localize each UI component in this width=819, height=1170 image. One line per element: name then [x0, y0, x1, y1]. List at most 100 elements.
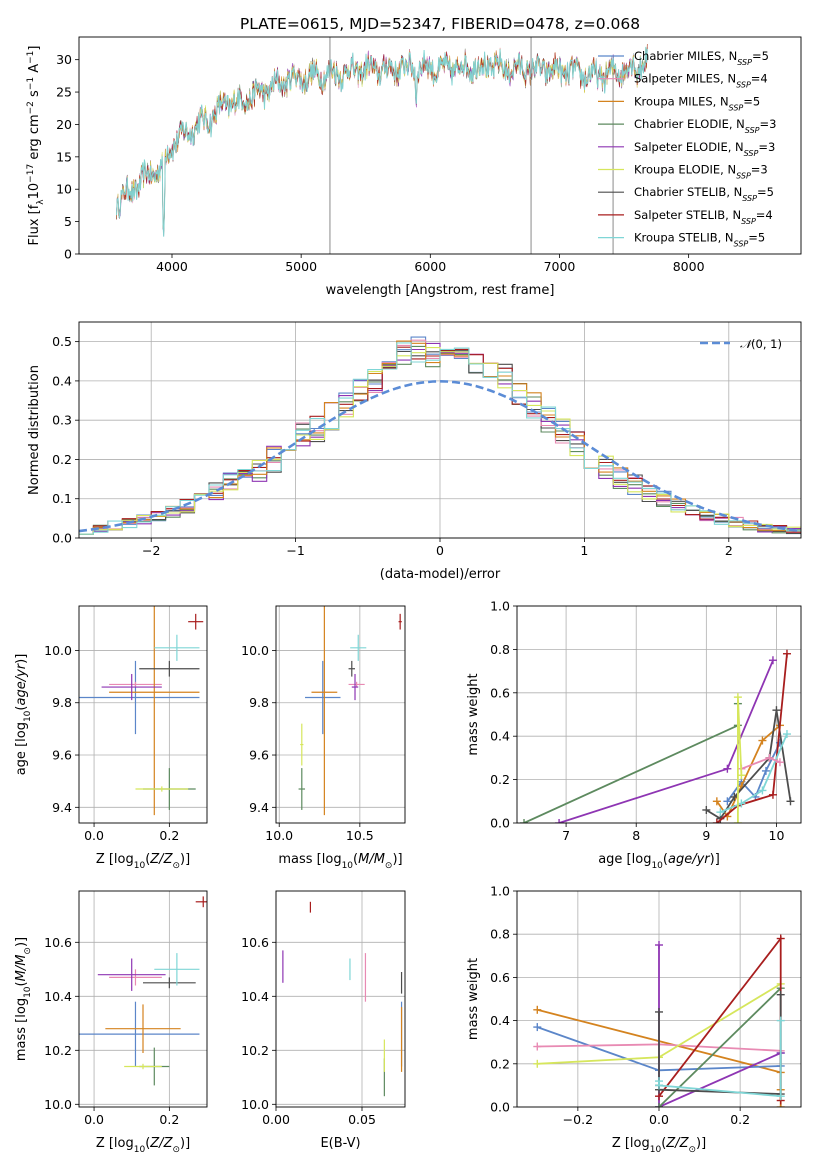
- residual-histograms: [79, 336, 801, 535]
- y-tick-label: 9.8: [52, 695, 72, 710]
- weight-line-chabrier_elodie: [658, 987, 782, 1107]
- y-axis-label: mass weight: [466, 673, 481, 755]
- y-axis-label: Normed distribution: [27, 365, 42, 495]
- y-tick-label: 0.8: [490, 927, 510, 942]
- axes-frame: [78, 605, 208, 824]
- panel-mass-weight-vs-Z: −0.2 0.0 0.2 0.0 0.2 0.4 0.6 0.8 1.0 Z [log10(Z/Z…: [466, 884, 802, 1155]
- x-axis-label: age [log10(age/yr)]: [598, 852, 720, 871]
- panel-mass-vs-Z: 0.0 0.2 10.0 10.2 10.4 10.6 Z [log10(Z/Z⊙)] mas…: [14, 890, 208, 1155]
- y-tick-label: 9.4: [52, 800, 72, 815]
- x-tick-label: 0.0: [649, 1112, 669, 1127]
- x-axis-label: Z [log10(Z/Z⊙)]: [612, 1136, 706, 1155]
- y-axis-label: mass weight: [466, 958, 481, 1040]
- x-tick-label: 8: [632, 828, 640, 843]
- y-axis-label: mass [log10(M/M⊙)]: [14, 937, 33, 1061]
- weight-line-salpeter_elodie: [658, 945, 782, 1107]
- legend-label: Salpeter ELODIE, NSSP=3: [634, 140, 775, 158]
- gaussian-curve: [79, 379, 801, 533]
- y-tick-label: 0.0: [52, 531, 72, 546]
- weight-line-salpeter_stelib: [658, 935, 782, 1101]
- panel-residuals: −2 −1 0 1 2 0.0 0.1 0.2 0.3 0.4 0.5 (data-model)/er…: [27, 321, 802, 582]
- axes-frame: [78, 36, 802, 255]
- x-tick-label: 0.0: [84, 828, 104, 843]
- y-tick-label: 0.0: [490, 816, 510, 831]
- legend-label: Salpeter MILES, NSSP=4: [634, 72, 768, 90]
- x-tick-label: 0.05: [348, 1112, 376, 1127]
- legend-label: Salpeter STELIB, NSSP=4: [634, 208, 773, 226]
- weight-line-kroupa_stelib: [658, 1020, 782, 1098]
- axes-frame: [275, 890, 406, 1108]
- weight-lines: [533, 934, 785, 1107]
- legend-label: Chabrier STELIB, NSSP=5: [634, 185, 774, 203]
- y-tick-label: 15: [56, 149, 72, 164]
- y-tick-label: 9.6: [249, 748, 269, 763]
- x-tick-label: 0.2: [159, 828, 179, 843]
- y-tick-label: 1.0: [490, 884, 510, 899]
- y-axis-label: Flux [fλ10−17 erg cm−2 s−1 A−1]: [26, 46, 46, 246]
- x-axis-label: Z [log10(Z/Z⊙)]: [96, 1136, 190, 1155]
- y-tick-label: 1.0: [490, 599, 510, 614]
- weight-line-chabrier_stelib: [705, 710, 792, 820]
- x-tick-label: 10.5: [346, 828, 374, 843]
- y-tick-label: 0.2: [490, 1056, 510, 1071]
- y-axis-label: age [log10(age/yr)]: [14, 654, 33, 776]
- errorbar-points: [79, 606, 204, 816]
- weight-line-salpeter_stelib: [716, 653, 788, 823]
- x-tick-label: 0: [436, 543, 444, 558]
- y-tick-label: 10.4: [241, 989, 269, 1004]
- x-tick-label: 10: [769, 828, 785, 843]
- y-tick-label: 9.6: [52, 748, 72, 763]
- x-axis-label: Z [log10(Z/Z⊙)]: [96, 852, 190, 871]
- weight-line-kroupa_stelib: [720, 733, 788, 813]
- panel-age-vs-Z: 0.0 0.2 9.4 9.6 9.8 10.0 Z [log10(Z/Z⊙)] age [l…: [14, 605, 208, 871]
- y-tick-label: 0.5: [52, 334, 72, 349]
- weight-lines: [520, 649, 795, 823]
- y-tick-label: 10.6: [241, 935, 269, 950]
- x-tick-label: 4000: [156, 259, 188, 274]
- legend-label: Kroupa ELODIE, NSSP=3: [634, 163, 768, 181]
- spectrum-lines: [116, 37, 648, 254]
- y-tick-label: 10.2: [44, 1043, 72, 1058]
- y-tick-label: 5: [64, 214, 72, 229]
- x-tick-label: 0.00: [262, 1112, 290, 1127]
- panel-spectrum: 4000 5000 6000 7000 8000 0 5 10 15 20 25 30 waveleng…: [26, 36, 802, 298]
- x-tick-label: −0.2: [563, 1112, 593, 1127]
- y-tick-label: 9.8: [249, 695, 269, 710]
- axes-frame: [78, 890, 208, 1108]
- legend-label: 𝒩(0, 1): [740, 337, 782, 351]
- y-tick-label: 10.0: [44, 1097, 72, 1112]
- y-tick-label: 0.2: [52, 452, 72, 467]
- y-tick-label: 0.8: [490, 642, 510, 657]
- y-tick-label: 20: [56, 117, 72, 132]
- panel-age-vs-mass: 10.0 10.5 9.4 9.6 9.8 10.0 mass [log10(M/M⊙)]: [241, 605, 406, 871]
- y-tick-label: 0.4: [490, 729, 510, 744]
- histogram-kroupa_stelib: [79, 342, 801, 535]
- y-tick-label: 10.0: [44, 643, 72, 658]
- y-tick-label: 0.6: [490, 970, 510, 985]
- y-tick-label: 0.4: [52, 373, 72, 388]
- y-tick-label: 0.6: [490, 685, 510, 700]
- x-tick-label: 0.2: [159, 1112, 179, 1127]
- y-tick-label: 10.2: [241, 1043, 269, 1058]
- legend-label: Chabrier ELODIE, NSSP=3: [634, 117, 776, 135]
- y-tick-label: 0.4: [490, 1013, 510, 1028]
- y-tick-label: 10.6: [44, 935, 72, 950]
- y-tick-label: 0: [64, 247, 72, 262]
- y-tick-label: 10: [56, 182, 72, 197]
- legend-label: Kroupa MILES, NSSP=5: [634, 94, 760, 112]
- axes-frame: [516, 605, 802, 824]
- x-tick-label: −2: [142, 543, 160, 558]
- x-axis-label: wavelength [Angstrom, rest frame]: [326, 283, 555, 298]
- x-tick-label: 8000: [673, 259, 705, 274]
- x-tick-label: 6000: [414, 259, 446, 274]
- y-tick-label: 10.0: [241, 643, 269, 658]
- x-axis-label: mass [log10(M/M⊙)]: [278, 852, 402, 871]
- errorbar-points: [298, 606, 402, 816]
- axes-frame: [78, 321, 802, 539]
- x-axis-label: E(B-V): [320, 1136, 360, 1151]
- y-tick-label: 0.0: [490, 1100, 510, 1115]
- panels-layer: 4000 5000 6000 7000 8000051015202530waveleng…: [14, 36, 802, 1155]
- x-tick-label: 9: [702, 828, 710, 843]
- y-tick-label: 30: [56, 52, 72, 67]
- x-tick-label: 0.2: [730, 1112, 750, 1127]
